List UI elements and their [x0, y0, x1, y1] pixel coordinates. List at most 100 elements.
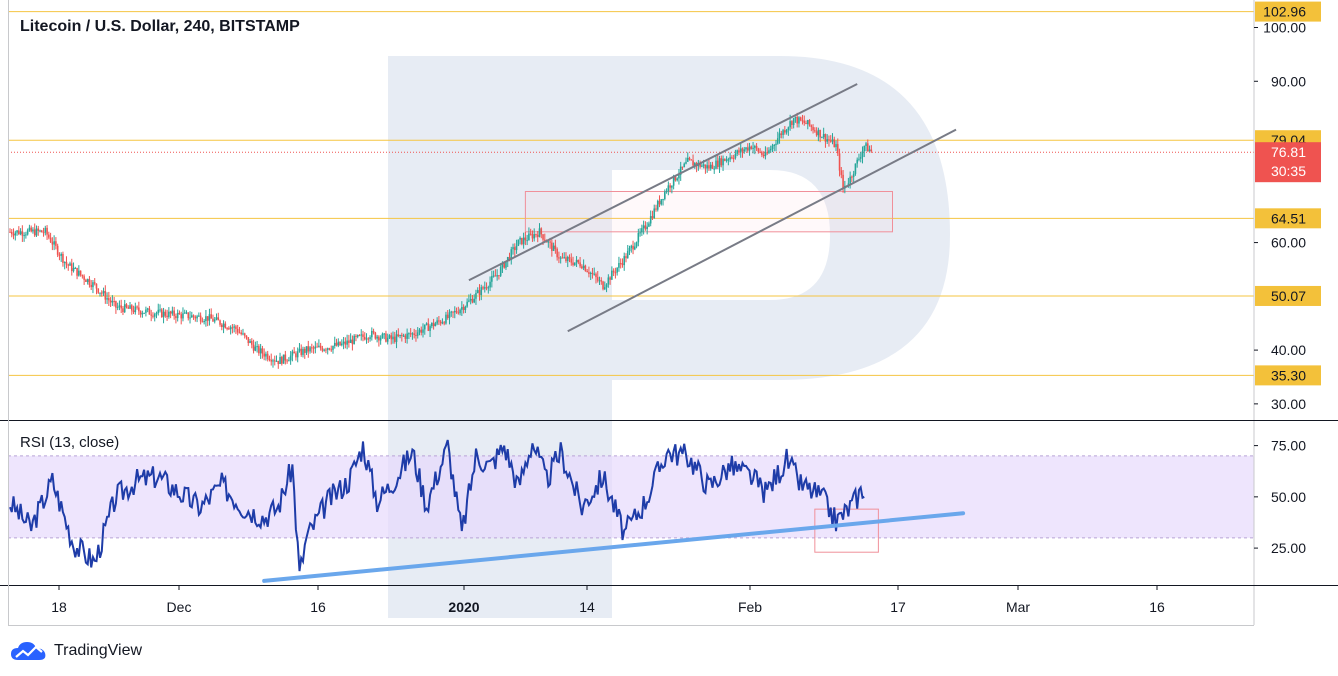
candle-body	[243, 333, 246, 336]
price-pane[interactable]	[8, 11, 1254, 376]
candle-body	[746, 147, 749, 151]
candle-body	[325, 349, 327, 351]
candle-body	[139, 311, 142, 315]
candle-body	[383, 333, 385, 335]
candle-body	[596, 277, 599, 281]
candle-body	[572, 262, 574, 265]
candle-body	[655, 208, 657, 210]
candle-body	[559, 257, 562, 259]
candle-body	[653, 208, 656, 218]
candle-body	[805, 123, 807, 125]
candle-body	[185, 312, 188, 314]
candle-body	[667, 185, 670, 191]
candle-body	[173, 310, 175, 317]
candle-body	[810, 125, 813, 128]
candle-body	[348, 340, 350, 343]
level-label-bg-3	[1255, 285, 1321, 306]
candle-body	[612, 270, 615, 273]
candle-body	[819, 129, 821, 138]
candle-body	[664, 191, 666, 200]
candle-body	[656, 200, 659, 210]
candle-body	[715, 160, 717, 169]
candle-body	[452, 311, 454, 313]
candle-body	[333, 342, 336, 346]
candle-body	[104, 291, 107, 300]
candle-body	[616, 267, 618, 273]
rsi-line[interactable]	[9, 439, 865, 572]
candle-body	[318, 345, 320, 347]
candle-body	[814, 130, 816, 132]
candle-body	[300, 348, 303, 355]
candle-body	[69, 263, 71, 266]
candle-body	[466, 301, 468, 307]
candle-body	[743, 149, 746, 152]
candle-body	[665, 190, 668, 192]
candle-body	[806, 120, 809, 125]
candle-body	[265, 353, 267, 357]
candle-body	[18, 230, 20, 235]
candle-body	[838, 153, 841, 171]
price-zone-box[interactable]	[524, 190, 893, 233]
channel-line-lower[interactable]	[567, 128, 957, 333]
candle-body	[679, 166, 682, 176]
candle-body	[72, 268, 75, 272]
candle-body	[469, 298, 472, 301]
candle-body	[141, 313, 144, 315]
candle-body	[168, 311, 170, 317]
candle-body	[732, 158, 735, 160]
candle-body	[692, 160, 694, 166]
candle-body	[249, 341, 251, 344]
candle-body	[413, 333, 415, 335]
candle-body	[221, 324, 223, 328]
candle-body	[685, 161, 687, 164]
candle-body	[671, 185, 673, 188]
candle-body	[496, 275, 498, 277]
candle-body	[755, 146, 758, 149]
candle-body	[686, 157, 689, 162]
rsi-tick-label: 50.00	[1271, 489, 1306, 505]
candle-body	[51, 242, 54, 245]
candle-body	[201, 321, 204, 323]
candle-body	[363, 336, 366, 340]
candle-body	[575, 259, 578, 263]
candle-body	[543, 239, 546, 241]
time-tick-label: 18	[51, 599, 67, 615]
candle-body	[298, 348, 301, 352]
candle-body	[771, 145, 774, 149]
candle-body	[275, 360, 278, 362]
candle-body	[100, 292, 103, 294]
candle-body	[821, 137, 823, 139]
candle-body	[489, 281, 491, 288]
candle-body	[33, 229, 36, 236]
candle-body	[210, 314, 213, 319]
candle-body	[120, 305, 122, 309]
candle-body	[213, 319, 216, 322]
channel-line-upper[interactable]	[468, 83, 858, 282]
candle-body	[623, 256, 626, 266]
candle-body	[588, 272, 590, 274]
candle-body	[570, 258, 573, 263]
candle-body	[513, 247, 516, 251]
candle-body	[235, 326, 237, 329]
candle-body	[464, 306, 467, 310]
candle-body	[392, 336, 394, 340]
candle-body	[296, 351, 299, 358]
candle-body	[808, 120, 811, 126]
candle-body	[295, 353, 297, 358]
candle-body	[166, 315, 168, 317]
candle-body	[628, 248, 631, 251]
candle-body	[672, 175, 675, 186]
rsi-pane[interactable]	[8, 439, 1254, 583]
candle-body	[254, 346, 257, 351]
rsi-trendline[interactable]	[262, 511, 966, 583]
candle-body	[393, 336, 396, 342]
tradingview-brand[interactable]: TradingView	[10, 640, 142, 662]
candle-body	[273, 360, 276, 362]
candle-body	[423, 324, 426, 330]
candle-body	[418, 329, 421, 333]
candle-body	[501, 262, 504, 268]
candle-body	[649, 216, 652, 224]
candle-body	[512, 247, 514, 250]
candle-body	[782, 130, 784, 135]
